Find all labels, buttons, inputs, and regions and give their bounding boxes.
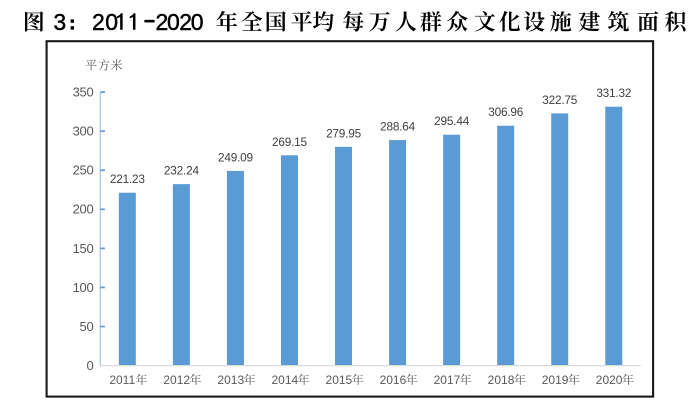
- svg-text:250: 250: [73, 163, 94, 178]
- svg-text:269.15: 269.15: [272, 135, 308, 149]
- svg-text:2018: 2018: [488, 373, 515, 387]
- svg-text:2012: 2012: [163, 373, 190, 387]
- svg-text:2: 2: [179, 9, 192, 35]
- svg-text:249.09: 249.09: [218, 150, 253, 164]
- svg-text:306.96: 306.96: [488, 105, 524, 119]
- svg-text:350: 350: [73, 85, 94, 100]
- svg-text:295.44: 295.44: [434, 114, 470, 128]
- svg-text:150: 150: [73, 241, 94, 256]
- svg-text:0: 0: [191, 9, 204, 35]
- svg-text:288.64: 288.64: [380, 120, 416, 134]
- svg-text:2: 2: [92, 9, 105, 35]
- svg-text:2016: 2016: [380, 373, 407, 387]
- svg-text:221.23: 221.23: [110, 172, 146, 186]
- svg-text:2019: 2019: [542, 373, 569, 387]
- svg-text:2014: 2014: [271, 373, 298, 387]
- svg-text:0: 0: [167, 9, 180, 35]
- svg-text:0: 0: [86, 358, 93, 373]
- svg-text:2017: 2017: [434, 373, 461, 387]
- svg-text:232.24: 232.24: [164, 164, 200, 178]
- svg-text:0: 0: [105, 9, 118, 35]
- svg-text:331.32: 331.32: [596, 86, 631, 100]
- svg-text:2020: 2020: [596, 373, 623, 387]
- svg-text:100: 100: [73, 280, 94, 295]
- svg-text:2013: 2013: [217, 373, 244, 387]
- svg-text:50: 50: [80, 319, 94, 334]
- svg-text:322.75: 322.75: [542, 93, 578, 107]
- svg-text:2011: 2011: [109, 373, 135, 387]
- svg-text:279.95: 279.95: [326, 126, 362, 140]
- svg-text:3: 3: [53, 9, 66, 35]
- svg-text:2: 2: [155, 9, 168, 35]
- svg-text:2015: 2015: [326, 373, 353, 387]
- svg-text:200: 200: [73, 202, 94, 217]
- svg-text:300: 300: [73, 124, 94, 139]
